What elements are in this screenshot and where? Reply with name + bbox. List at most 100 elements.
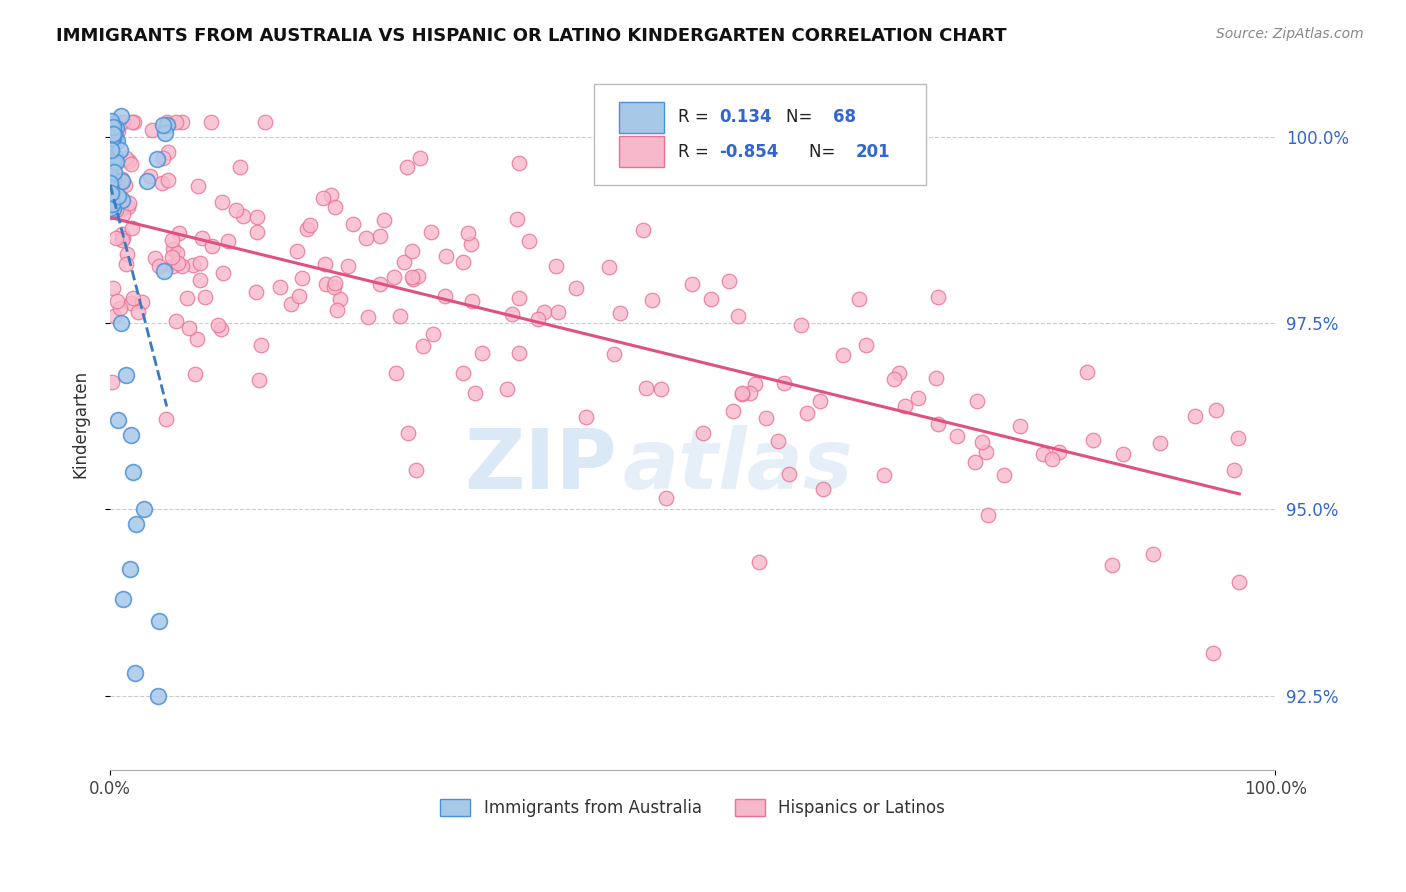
- Point: [471, 346, 494, 360]
- Point: [1112, 447, 1135, 461]
- Point: [280, 297, 302, 311]
- Point: [506, 211, 529, 226]
- Point: [166, 245, 188, 260]
- Point: [796, 406, 818, 420]
- Point: [98, 163, 121, 178]
- Point: [115, 368, 138, 383]
- Point: [136, 174, 159, 188]
- Point: [495, 382, 517, 396]
- Point: [603, 347, 626, 361]
- Point: [100, 193, 122, 207]
- Point: [165, 314, 187, 328]
- Point: [225, 202, 247, 217]
- Point: [212, 267, 235, 281]
- Point: [201, 238, 224, 252]
- Text: R =: R =: [678, 108, 714, 126]
- Point: [419, 225, 441, 239]
- Point: [434, 289, 457, 303]
- Point: [145, 153, 167, 167]
- Point: [101, 281, 124, 295]
- Point: [98, 202, 121, 216]
- Point: [772, 376, 794, 390]
- Point: [326, 303, 349, 318]
- Point: [176, 291, 198, 305]
- Point: [191, 231, 214, 245]
- Point: [103, 119, 125, 133]
- Point: [232, 209, 254, 223]
- Point: [508, 155, 530, 169]
- Point: [533, 304, 555, 318]
- Point: [970, 434, 993, 449]
- Point: [152, 152, 174, 166]
- Point: [217, 234, 239, 248]
- Point: [115, 151, 138, 165]
- Point: [150, 176, 173, 190]
- Point: [104, 231, 127, 245]
- Point: [112, 231, 135, 245]
- Point: [993, 467, 1015, 482]
- Point: [461, 293, 484, 308]
- Text: ZIP: ZIP: [464, 425, 617, 506]
- Point: [925, 370, 948, 384]
- Point: [963, 455, 986, 469]
- Point: [744, 376, 766, 391]
- Point: [183, 368, 205, 382]
- Point: [160, 233, 183, 247]
- Point: [291, 271, 314, 285]
- Point: [373, 213, 395, 227]
- Point: [1226, 431, 1249, 445]
- Point: [101, 131, 124, 145]
- Point: [766, 434, 789, 448]
- Point: [114, 178, 136, 192]
- Point: [108, 301, 131, 315]
- Point: [396, 425, 419, 440]
- Point: [211, 322, 233, 336]
- Point: [544, 259, 567, 273]
- Point: [401, 244, 423, 258]
- Point: [181, 258, 204, 272]
- Point: [246, 225, 269, 239]
- Point: [748, 555, 770, 569]
- Point: [110, 233, 132, 247]
- Point: [101, 191, 124, 205]
- Point: [153, 264, 176, 278]
- Point: [101, 134, 124, 148]
- Point: [103, 310, 125, 324]
- Point: [692, 426, 714, 441]
- Point: [927, 417, 949, 431]
- Point: [650, 382, 672, 396]
- FancyBboxPatch shape: [593, 85, 925, 185]
- Point: [314, 257, 336, 271]
- Point: [855, 338, 877, 352]
- Point: [813, 482, 835, 496]
- Point: [974, 445, 997, 459]
- Point: [100, 194, 122, 208]
- Point: [402, 272, 425, 286]
- Point: [100, 159, 122, 173]
- Point: [101, 120, 124, 135]
- Text: N=: N=: [786, 108, 818, 126]
- Point: [927, 290, 949, 304]
- Point: [295, 221, 318, 235]
- Point: [100, 182, 122, 196]
- Point: [1227, 575, 1250, 590]
- Point: [104, 155, 127, 169]
- Point: [641, 293, 664, 307]
- Point: [312, 191, 335, 205]
- Point: [122, 465, 145, 479]
- Point: [120, 428, 142, 442]
- Point: [125, 517, 148, 532]
- Point: [100, 126, 122, 140]
- Point: [172, 259, 194, 273]
- Text: 201: 201: [856, 143, 890, 161]
- Point: [107, 124, 129, 138]
- Point: [112, 591, 135, 606]
- Point: [323, 200, 346, 214]
- Point: [385, 366, 408, 380]
- Point: [118, 195, 141, 210]
- Point: [103, 126, 125, 140]
- Point: [98, 169, 121, 184]
- Point: [887, 367, 910, 381]
- Point: [700, 292, 723, 306]
- Point: [655, 491, 678, 505]
